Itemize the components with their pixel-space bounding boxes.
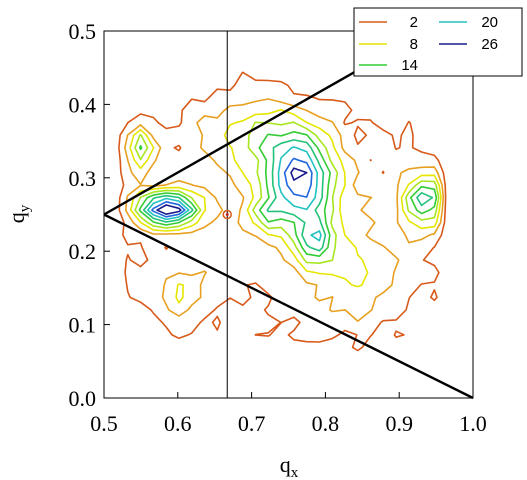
central-marker-dot (225, 213, 229, 216)
legend-label-14: 14 (401, 57, 418, 74)
plot-frame (103, 30, 474, 399)
legend-label-20: 20 (481, 14, 498, 31)
y-axis-title: qy (4, 204, 33, 223)
legend: 2 8 14 20 26 (353, 7, 523, 77)
y-tick-label: 0.0 (69, 386, 97, 411)
x-axis: 0.5 0.6 0.7 0.8 0.9 1.0 (90, 392, 487, 436)
y-tick-label: 0.5 (69, 19, 97, 44)
boundary-line-2 (103, 213, 474, 400)
contour-level-5 (124, 98, 445, 322)
contour-level-17 (142, 139, 434, 252)
legend-label-26: 26 (481, 36, 498, 53)
x-axis-title: qx (280, 452, 299, 480)
x-tick-label: 0.9 (385, 411, 413, 436)
x-tick-label: 0.7 (238, 411, 266, 436)
central-marker (222, 209, 232, 220)
x-tick-label: 0.8 (312, 411, 340, 436)
x-tick-label: 0.5 (90, 411, 118, 436)
y-tick-label: 0.4 (69, 92, 97, 117)
legend-label-8: 8 (410, 36, 418, 53)
contour-level-2 (118, 71, 447, 352)
y-tick-label: 0.3 (69, 166, 97, 191)
x-tick-label: 0.6 (164, 411, 192, 436)
x-tick-label: 1.0 (459, 411, 487, 436)
contour-level-23 (151, 157, 313, 218)
contour-lines (118, 71, 447, 352)
legend-label-2: 2 (410, 14, 418, 31)
y-axis: 0.0 0.1 0.2 0.3 0.4 0.5 (69, 19, 110, 411)
boundary-overlays (103, 31, 474, 400)
contour-level-26 (156, 167, 308, 215)
y-tick-label: 0.1 (69, 313, 97, 338)
y-tick-label: 0.2 (69, 239, 97, 264)
boundary-line-1 (103, 66, 363, 216)
contour-level-14 (138, 131, 438, 257)
contour-level-8 (129, 108, 442, 304)
contour-level-20 (147, 146, 322, 242)
